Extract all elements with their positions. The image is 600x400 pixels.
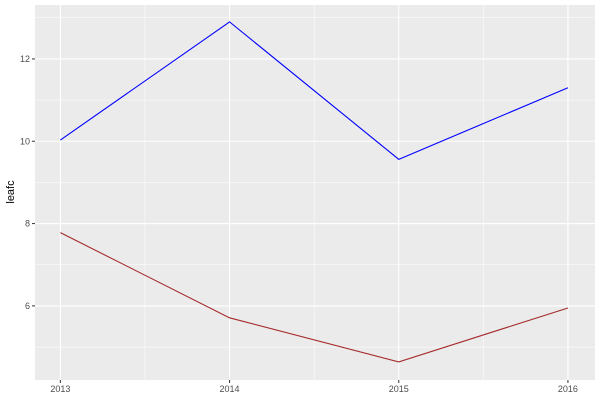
y-axis: 6 8 10 12 bbox=[20, 54, 35, 311]
y-tick-label: 8 bbox=[25, 219, 30, 229]
plot-panel bbox=[35, 5, 595, 380]
x-tick-label: 2016 bbox=[558, 384, 578, 394]
y-tick-label: 12 bbox=[20, 54, 30, 64]
y-tick-label: 6 bbox=[25, 301, 30, 311]
y-tick-label: 10 bbox=[20, 136, 30, 146]
x-tick-label: 2013 bbox=[50, 384, 70, 394]
x-tick-label: 2015 bbox=[389, 384, 409, 394]
y-axis-label: leafc bbox=[5, 180, 17, 204]
series-line-1 bbox=[60, 21, 569, 160]
x-axis: 2013 2014 2015 2016 bbox=[50, 380, 578, 394]
x-tick-label: 2014 bbox=[220, 384, 240, 394]
series-line-2 bbox=[60, 232, 569, 363]
series-group bbox=[60, 21, 569, 363]
